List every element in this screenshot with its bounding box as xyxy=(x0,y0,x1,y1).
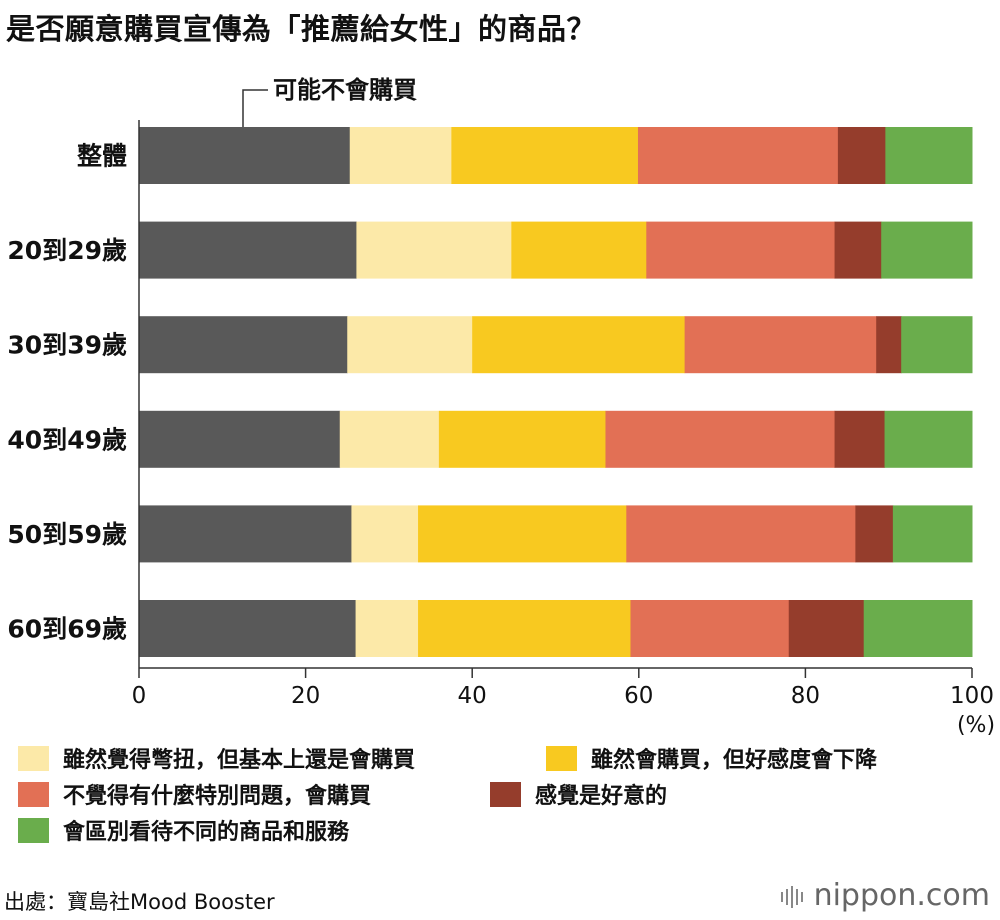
legend-swatch-4 xyxy=(490,781,521,807)
legend-item-5: 會區別看待不同的商品和服務 xyxy=(18,814,349,846)
bar-segment[interactable] xyxy=(885,127,973,184)
x-unit-label: (%) xyxy=(957,713,995,738)
category-label: 50到59歲 xyxy=(7,520,127,549)
stacked-bar-chart: 整體 20到29歲 30到39歲 40到49歲 50到59歲 60到69歲 0 20 40 60 8… xyxy=(7,76,995,738)
category-label: 20到29歲 xyxy=(7,236,127,265)
bar-segment[interactable] xyxy=(788,600,865,657)
bar-segment[interactable] xyxy=(139,316,348,374)
logo-bars-icon xyxy=(780,878,806,913)
category-label: 整體 xyxy=(77,142,127,171)
bar-segment[interactable] xyxy=(511,221,647,279)
bar-segment[interactable] xyxy=(646,221,836,279)
bar-segment[interactable] xyxy=(626,505,856,563)
bar-segment[interactable] xyxy=(438,410,606,468)
bar-segment[interactable] xyxy=(139,127,351,184)
legend-swatch-3 xyxy=(18,781,49,807)
bar-segment[interactable] xyxy=(451,127,639,184)
legend-label-5: 會區別看待不同的商品和服務 xyxy=(63,820,350,845)
nippon-logo[interactable]: nippon.com xyxy=(780,878,990,913)
x-tick-label: 80 xyxy=(791,683,820,709)
bar-segment[interactable] xyxy=(605,410,836,468)
legend-label-1: 雖然覺得彆扭，但基本上還是會購買 xyxy=(63,748,416,773)
legend-swatch-1 xyxy=(18,745,49,771)
legend-item-4: 感覺是好意的 xyxy=(490,778,667,810)
legend-swatch-5 xyxy=(18,817,49,843)
x-tick-label: 40 xyxy=(458,683,487,709)
bar-segment[interactable] xyxy=(339,410,440,468)
bar-segment[interactable] xyxy=(418,505,627,563)
bar-segment[interactable] xyxy=(139,600,357,657)
bar-segment[interactable] xyxy=(855,505,894,563)
bar-segment[interactable] xyxy=(881,221,973,279)
bar-segment[interactable] xyxy=(834,221,882,279)
bar-segment[interactable] xyxy=(901,316,973,374)
annotation-label: 可能不會購買 xyxy=(273,76,417,104)
legend-label-2: 雖然會購買，但好感度會下降 xyxy=(591,748,878,773)
chart-title: 是否願意購買宣傳為「推薦給女性」的商品？ xyxy=(6,12,597,46)
annotation-leader xyxy=(242,89,268,127)
category-label: 30到39歲 xyxy=(7,331,127,360)
legend-label-3: 不覺得有什麼特別問題，會購買 xyxy=(63,784,372,809)
logo-text: nippon.com xyxy=(813,878,990,913)
bar-segment[interactable] xyxy=(139,410,341,468)
bar-segment[interactable] xyxy=(863,600,973,657)
bar-segment[interactable] xyxy=(884,410,973,468)
legend-label-4: 感覺是好意的 xyxy=(535,784,668,809)
x-tick-label: 60 xyxy=(624,683,653,709)
bar-segment[interactable] xyxy=(349,127,452,184)
bar-segment[interactable] xyxy=(139,505,352,563)
bar-segment[interactable] xyxy=(356,221,512,279)
bar-segment[interactable] xyxy=(630,600,790,657)
bar-segment[interactable] xyxy=(684,316,877,374)
x-tick-label: 0 xyxy=(132,683,147,709)
bar-segment[interactable] xyxy=(834,410,886,468)
category-label: 40到49歲 xyxy=(7,425,127,454)
category-label: 60到69歲 xyxy=(7,615,127,644)
bar-segment[interactable] xyxy=(472,316,686,374)
bar-segment[interactable] xyxy=(876,316,902,374)
bar-segment[interactable] xyxy=(351,505,419,563)
legend-item-2: 雖然會購買，但好感度會下降 xyxy=(546,742,877,774)
legend-item-1: 雖然覺得彆扭，但基本上還是會購買 xyxy=(18,742,415,774)
bar-segment[interactable] xyxy=(837,127,886,184)
bar-segment[interactable] xyxy=(418,600,631,657)
source-note: 出處：寶島社Mood Booster xyxy=(4,890,275,914)
bar-segment[interactable] xyxy=(139,221,357,279)
bar-segment[interactable] xyxy=(347,316,473,374)
legend-item-3: 不覺得有什麼特別問題，會購買 xyxy=(18,778,371,810)
x-tick-label: 100 xyxy=(950,683,994,709)
bar-segment[interactable] xyxy=(637,127,839,184)
legend-swatch-2 xyxy=(546,745,577,771)
bar-segment[interactable] xyxy=(892,505,973,563)
x-tick-label: 20 xyxy=(291,683,320,709)
bar-segment[interactable] xyxy=(355,600,419,657)
